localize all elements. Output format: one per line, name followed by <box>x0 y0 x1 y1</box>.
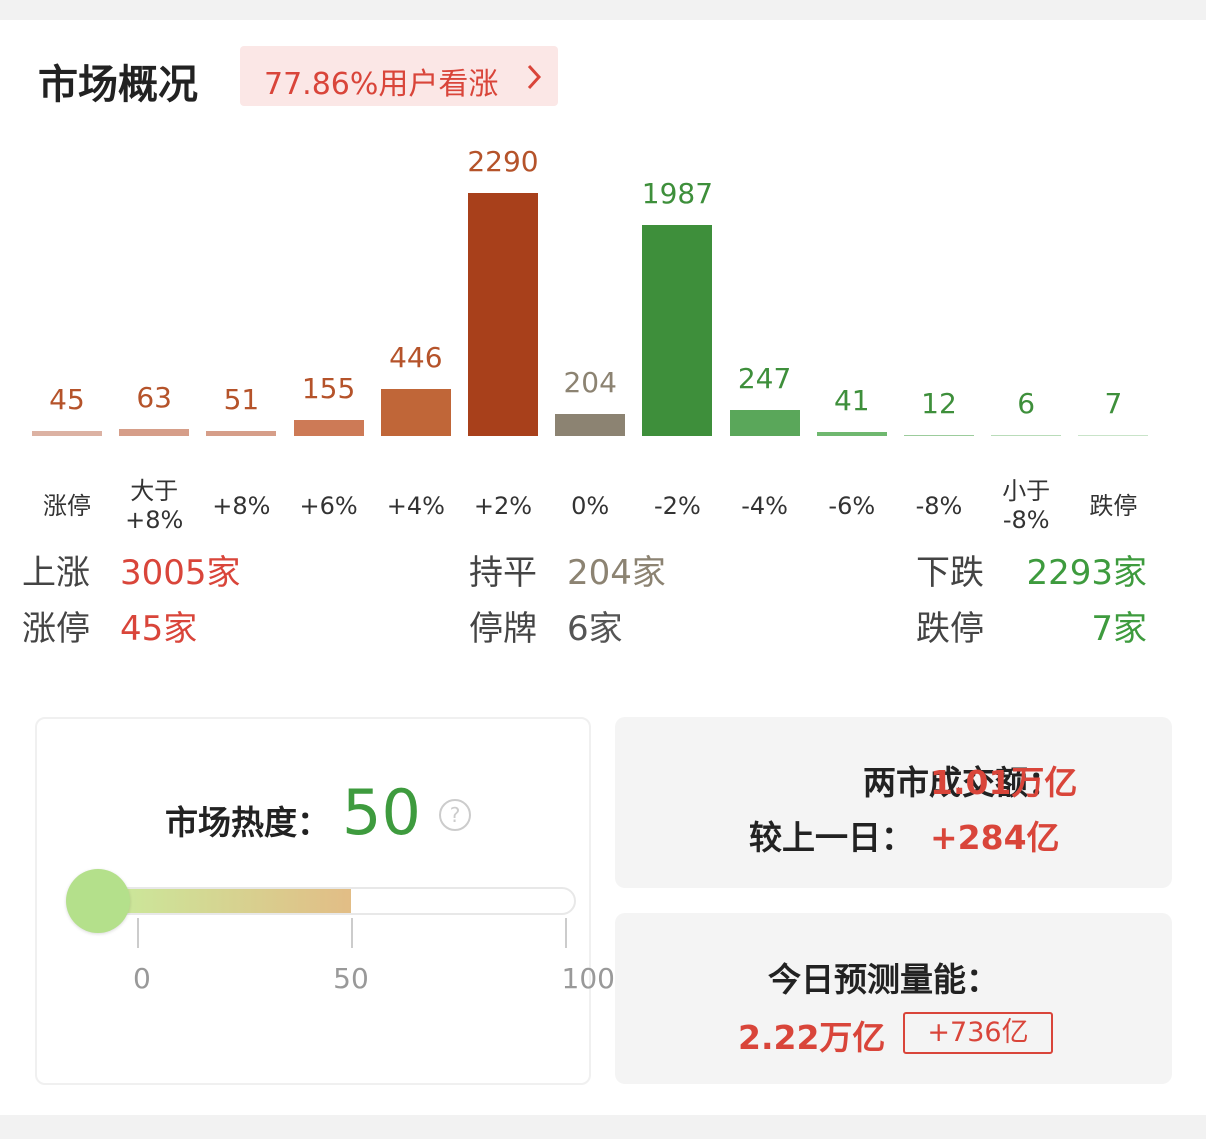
value-label: 63 <box>136 381 172 415</box>
value-label: 1987 <box>641 177 714 211</box>
stat-value: 6家 <box>567 609 623 649</box>
tick-mark <box>351 918 353 948</box>
category-label: 0% <box>571 491 610 520</box>
bar <box>119 429 190 436</box>
tick-label: 100 <box>561 962 615 995</box>
stat-value: 204家 <box>567 553 666 593</box>
bar <box>206 430 277 436</box>
turnover-card <box>615 717 1172 888</box>
turnover-value: 1.01万亿 <box>930 763 1078 802</box>
tick-label: 0 <box>133 962 151 995</box>
chevron <box>527 64 542 90</box>
change-label: 较上一日： <box>749 818 914 857</box>
change-value: +284亿 <box>930 818 1060 857</box>
heat-value: 50 <box>342 776 421 849</box>
stat-label: 下跌 <box>916 553 984 593</box>
bar <box>32 431 102 436</box>
tick-mark <box>137 918 139 948</box>
stat-label: 持平 <box>469 553 537 593</box>
category-label: 涨停 <box>43 491 91 520</box>
value-label: 6 <box>1017 387 1036 421</box>
value-label: 247 <box>737 361 792 395</box>
tick-label: 50 <box>333 962 369 995</box>
forecast-label: 今日预测量能： <box>768 960 999 999</box>
category-label: -4% <box>741 491 788 520</box>
title: 市场概况 <box>38 62 198 108</box>
value-label: 155 <box>301 371 356 405</box>
heat-label: 市场热度： <box>165 803 330 842</box>
help-icon[interactable]: ? <box>438 798 472 832</box>
stat-value: 7家 <box>1091 609 1147 649</box>
bar <box>293 419 364 436</box>
stat-label: 涨停 <box>22 609 90 649</box>
category-label: 大于 +8% <box>125 477 184 534</box>
forecast-card <box>615 913 1172 1084</box>
stat-label: 跌停 <box>916 609 984 649</box>
bar <box>380 388 451 436</box>
value-label: 12 <box>921 386 957 420</box>
forecast-value: 2.22万亿 <box>738 1018 886 1057</box>
heat-knob <box>66 869 130 933</box>
bar <box>1078 435 1149 437</box>
category-label: 小于 -8% <box>1002 477 1051 534</box>
value-label: 204 <box>563 366 617 400</box>
bar <box>816 431 887 436</box>
value-label: 45 <box>49 383 85 417</box>
value-label: 446 <box>389 340 443 374</box>
category-label: 跌停 <box>1089 491 1138 520</box>
value-label: 2290 <box>467 145 539 178</box>
bar <box>991 435 1062 437</box>
forecast-change: +736亿 <box>903 1012 1053 1054</box>
bar <box>555 414 626 436</box>
stat-label: 上涨 <box>22 553 90 593</box>
svg-text:?: ? <box>450 803 461 827</box>
stat-label: 停牌 <box>469 609 537 649</box>
value-label: 41 <box>833 383 870 417</box>
bar <box>642 225 713 436</box>
category-label: -8% <box>915 491 963 520</box>
turnover-label: 两市成交额： <box>863 763 1061 802</box>
bar <box>468 193 538 436</box>
value-label: 51 <box>223 382 260 416</box>
category-label: +8% <box>212 491 271 520</box>
tick-mark <box>565 918 567 948</box>
category-label: +6% <box>299 491 358 520</box>
sentiment: 77.86%用户看涨 <box>264 67 499 102</box>
heat-fill <box>100 889 351 913</box>
stat-value: 2293家 <box>1026 553 1147 593</box>
category-label: +4% <box>386 491 445 520</box>
bar <box>729 409 800 436</box>
stat-value: 45家 <box>120 609 198 649</box>
category-label: -6% <box>828 491 876 520</box>
value-label: 7 <box>1104 387 1123 421</box>
category-label: -2% <box>654 491 701 520</box>
sentiment-pill[interactable]: 77.86%用户看涨 <box>240 46 558 106</box>
category-label: +2% <box>473 491 533 520</box>
bar <box>904 434 974 436</box>
stat-value: 3005家 <box>120 553 241 593</box>
